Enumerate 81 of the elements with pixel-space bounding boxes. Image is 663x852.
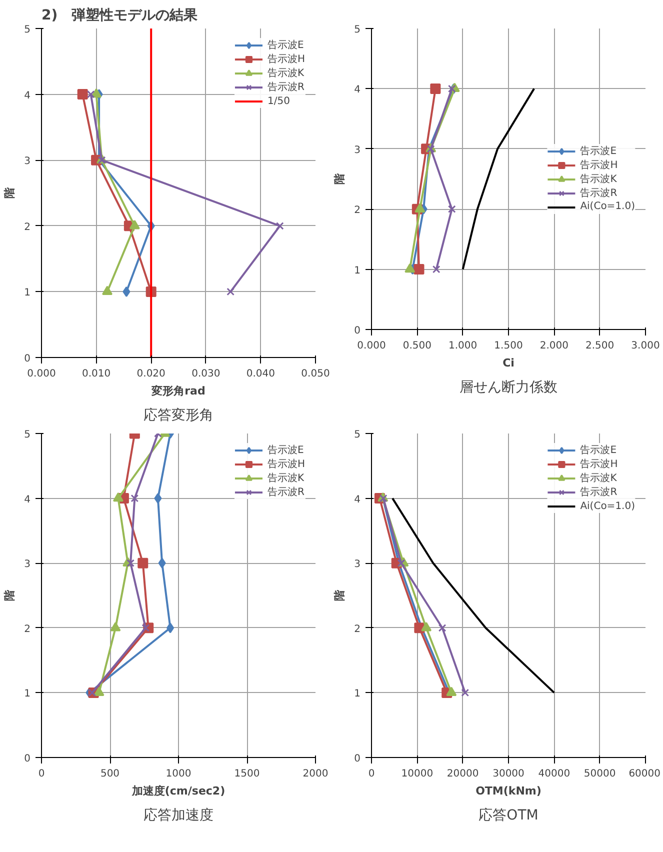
y-tick-label: 3 (24, 559, 31, 570)
legend-label: Ai(Co=1.0) (580, 200, 635, 214)
x-tick-label: 40000 (538, 768, 570, 780)
legend-label: 告示波K (267, 472, 304, 485)
x-tick-label: 500 (100, 768, 120, 780)
x-tick-label: 0.010 (82, 368, 111, 380)
x-tick-label: 2.500 (586, 340, 614, 352)
x-axis-title: 変形角rad (150, 384, 206, 398)
x-tick-label: 20000 (446, 768, 479, 780)
x-tick-label: 60000 (628, 768, 660, 780)
x-axis-title: Ci (502, 356, 514, 370)
x-tick-label: 0 (38, 768, 45, 780)
x-tick-label: 2.000 (540, 340, 568, 352)
x-tick-label: 3.000 (631, 340, 660, 352)
x-tick-label: 0.020 (136, 368, 166, 380)
x-tick-label: 0.030 (192, 368, 220, 380)
y-tick-label: 3 (354, 559, 361, 570)
y-tick-label: 0 (354, 326, 361, 336)
y-axis-title: 階 (3, 186, 16, 198)
y-tick-label: 5 (24, 24, 31, 36)
x-axis-title: OTM(kNm) (476, 784, 542, 798)
legend-label: 1/50 (267, 94, 290, 108)
x-tick-label: 0.050 (301, 368, 330, 380)
legend-label: 告示波H (580, 458, 618, 471)
legend-label: 告示波K (267, 66, 304, 80)
x-tick-label: 2000 (302, 768, 328, 780)
y-tick-label: 3 (354, 144, 361, 156)
y-tick-label: 2 (354, 205, 361, 216)
x-tick-label: 1.000 (448, 340, 478, 352)
legend-label: 告示波E (580, 144, 617, 158)
text: 応答変形角 (144, 408, 214, 424)
x-tick-label: 1.500 (494, 340, 523, 352)
legend-label: 告示波E (580, 444, 617, 457)
text: 2) 弾塑性モデルの結果 (42, 6, 199, 24)
legend-label: Ai(Co=1.0) (580, 500, 635, 513)
y-axis-title: 階 (3, 589, 16, 601)
y-tick-label: 2 (24, 624, 31, 635)
legend-label: 告示波R (267, 486, 304, 499)
y-tick-label: 3 (24, 156, 31, 168)
y-tick-label: 4 (354, 494, 361, 506)
x-tick-label: 30000 (492, 768, 524, 780)
x-tick-label: 1500 (234, 768, 260, 780)
x-tick-label: 0 (368, 768, 375, 780)
text: 応答OTM (478, 808, 538, 824)
y-tick-label: 1 (354, 265, 361, 276)
legend-label: 告示波R (580, 486, 618, 499)
legend-label: 告示波R (580, 186, 618, 200)
legend-label: 告示波H (267, 458, 305, 471)
legend-label: 告示波H (267, 52, 305, 66)
y-tick-label: 1 (24, 688, 31, 700)
legend-label: 告示波H (580, 158, 618, 172)
y-axis-title: 階 (333, 172, 346, 184)
legend-label: 告示波E (267, 38, 304, 52)
y-tick-label: 4 (24, 90, 31, 102)
y-tick-label: 4 (354, 84, 361, 96)
legend-label: 告示波K (580, 172, 617, 186)
legend-label: 告示波K (580, 472, 617, 485)
y-tick-label: 2 (24, 222, 31, 233)
y-tick-label: 0 (24, 354, 31, 364)
y-tick-label: 0 (24, 754, 31, 764)
x-tick-label: 50000 (584, 768, 616, 780)
x-tick-label: 10000 (401, 768, 434, 780)
x-tick-label: 0.040 (246, 368, 276, 380)
x-tick-label: 0.000 (27, 368, 56, 380)
y-tick-label: 5 (354, 430, 361, 440)
x-tick-label: 1000 (166, 768, 192, 780)
y-axis-title: 階 (333, 589, 346, 601)
x-tick-label: 0.500 (402, 340, 432, 352)
y-tick-label: 5 (24, 430, 31, 440)
y-tick-label: 5 (354, 24, 361, 36)
y-tick-label: 0 (354, 754, 361, 764)
legend-label: 告示波R (267, 80, 304, 94)
y-tick-label: 1 (24, 288, 31, 299)
y-tick-label: 4 (24, 494, 31, 506)
text: 層せん断力係数 (460, 380, 558, 396)
legend-label: 告示波E (267, 444, 304, 457)
x-tick-label: 0.000 (357, 340, 386, 352)
text: 応答加速度 (144, 808, 214, 824)
y-tick-label: 1 (354, 688, 361, 700)
x-axis-title: 加速度(cm/sec2) (130, 784, 226, 798)
y-tick-label: 2 (354, 624, 361, 635)
